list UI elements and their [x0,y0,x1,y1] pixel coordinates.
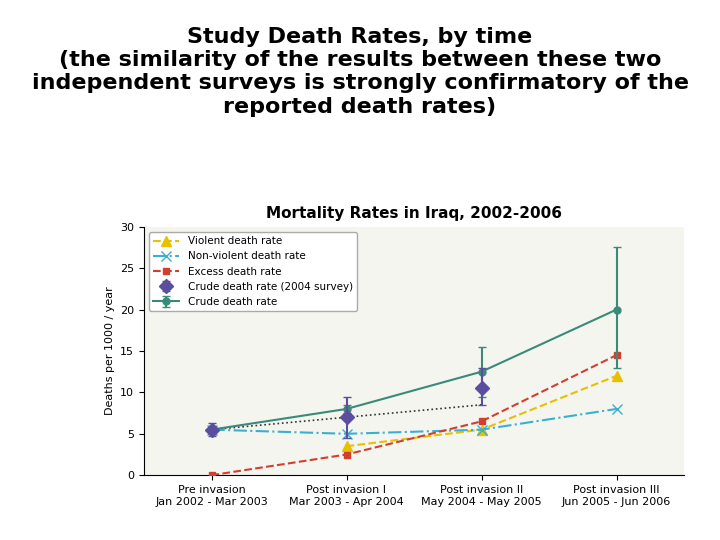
Excess death rate [207,472,216,478]
Excess death rate [342,451,351,458]
Text: Study Death Rates, by time
(the similarity of the results between these two
inde: Study Death Rates, by time (the similari… [32,27,688,117]
Excess death rate [477,418,486,424]
Violent death rate [612,373,621,379]
Non-violent death rate [477,427,486,433]
Legend: Violent death rate, Non-violent death rate, Excess death rate, Crude death rate : Violent death rate, Non-violent death ra… [149,232,357,311]
Violent death rate [477,427,486,433]
Non-violent death rate [207,427,216,433]
Excess death rate [612,352,621,359]
Violent death rate [342,443,351,449]
Non-violent death rate [612,406,621,412]
Y-axis label: Deaths per 1000 / year: Deaths per 1000 / year [104,287,114,415]
Non-violent death rate [342,430,351,437]
Line: Non-violent death rate: Non-violent death rate [207,404,621,438]
Line: Violent death rate: Violent death rate [341,371,621,451]
Title: Mortality Rates in Iraq, 2002-2006: Mortality Rates in Iraq, 2002-2006 [266,206,562,221]
Line: Excess death rate: Excess death rate [208,352,620,478]
